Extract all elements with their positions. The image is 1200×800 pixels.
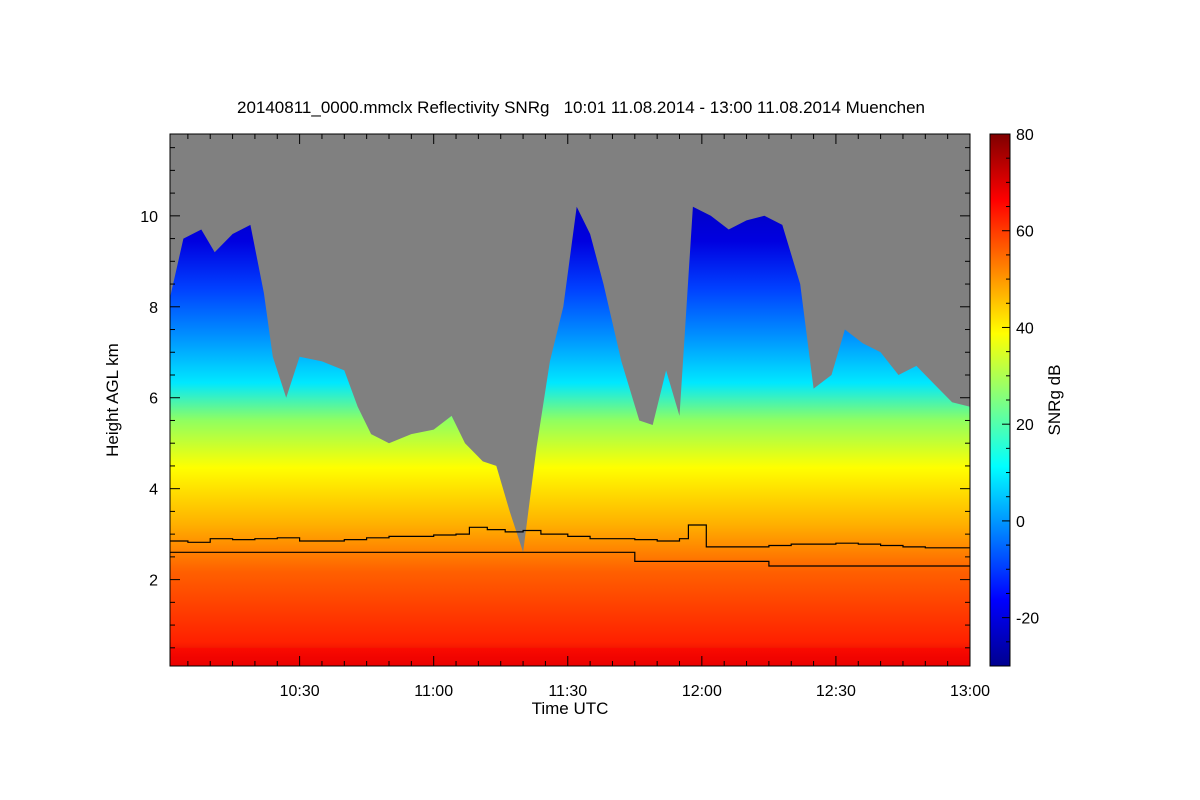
- y-tick-label: 6: [149, 391, 158, 408]
- x-tick-label: 10:30: [280, 683, 320, 700]
- x-tick-label: 12:30: [816, 683, 856, 700]
- y-tick-label: 4: [149, 482, 158, 499]
- x-axis-title: Time UTC: [532, 699, 609, 718]
- x-tick-label: 11:30: [548, 683, 587, 700]
- boundary-line-2: [170, 551, 970, 567]
- y-tick-label: 2: [149, 573, 158, 590]
- plot-frame: [169, 133, 971, 667]
- colorbar-tick-label: 60: [1016, 224, 1034, 241]
- y-axis: 2 4 6 8 10: [140, 147, 970, 649]
- y-axis-title: Height AGL km: [103, 343, 122, 457]
- colorbar-axis: -20 0 20 40 60 80: [1002, 127, 1039, 667]
- colorbar-tick-label: -20: [1016, 611, 1039, 628]
- x-tick-label: 11:00: [414, 683, 453, 700]
- colorbar-tick-label: 80: [1016, 127, 1034, 144]
- colorbar-title: SNRg dB: [1045, 365, 1064, 436]
- y-tick-label: 10: [140, 209, 158, 226]
- boundary-lines: [170, 524, 970, 567]
- y-tick-label: 8: [149, 300, 158, 317]
- chart-title: 20140811_0000.mmclx Reflectivity SNRg 10…: [236, 98, 925, 117]
- near-ground-echo: [170, 647, 970, 666]
- colorbar-tick-label: 40: [1016, 320, 1034, 337]
- boundary-line-1: [170, 524, 970, 549]
- echo-region: [170, 206, 970, 666]
- x-tick-label: 13:00: [950, 683, 990, 700]
- x-tick-label: 12:00: [682, 683, 722, 700]
- colorbar-tick-label: 0: [1016, 514, 1025, 531]
- x-axis: 10:30 11:00 11:30 12:00 12:30 13:00: [187, 134, 990, 700]
- reflectivity-field: [170, 206, 970, 666]
- colorbar-tick-label: 20: [1016, 417, 1034, 434]
